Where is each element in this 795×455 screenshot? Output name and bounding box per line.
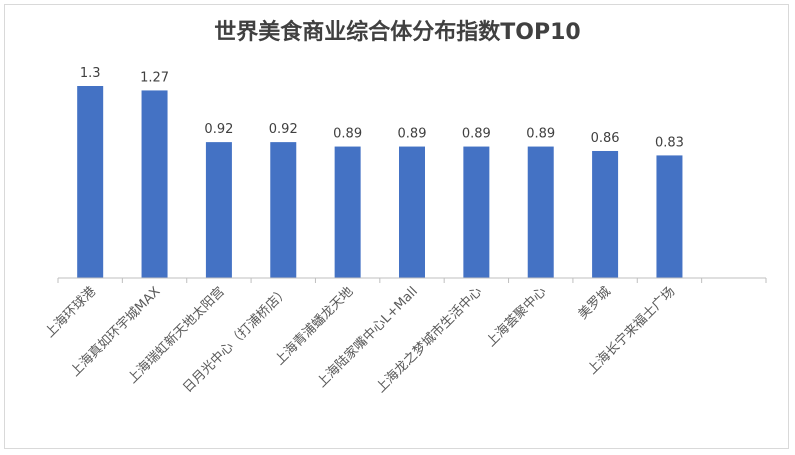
bar (141, 90, 168, 278)
x-tick-label: 上海荟聚中心 (484, 284, 550, 350)
labels-layer: 1.3上海环球港1.27上海真如环宇城MAX0.92上海瑞虹新天地太阳宫0.92… (42, 66, 684, 396)
data-label: 1.27 (140, 70, 169, 85)
bar (334, 146, 361, 278)
bar (592, 150, 619, 278)
x-tick-label: 日月光中心（打浦桥店） (180, 284, 292, 396)
data-label: 0.83 (655, 135, 684, 150)
data-label: 0.86 (591, 131, 620, 146)
bar (77, 86, 104, 278)
chart-title: 世界美食商业综合体分布指数TOP10 (214, 20, 581, 45)
x-tick-label: 上海环球港 (42, 284, 99, 341)
data-label: 0.92 (269, 122, 298, 137)
bar (656, 155, 683, 278)
bar (270, 142, 297, 278)
bar (205, 142, 232, 278)
data-label: 0.89 (333, 127, 362, 142)
x-tick-label: 上海龙之梦城市生活中心 (373, 284, 485, 396)
bar (399, 146, 425, 278)
bar (463, 146, 490, 278)
data-label: 0.92 (204, 122, 233, 137)
data-label: 1.3 (80, 66, 101, 81)
bar (527, 146, 554, 278)
data-label: 0.89 (398, 127, 427, 142)
bars-layer (77, 86, 683, 278)
data-label: 0.89 (462, 127, 491, 142)
x-axis (57, 277, 767, 283)
data-label: 0.89 (526, 127, 555, 142)
x-tick-label: 美罗城 (576, 284, 614, 322)
